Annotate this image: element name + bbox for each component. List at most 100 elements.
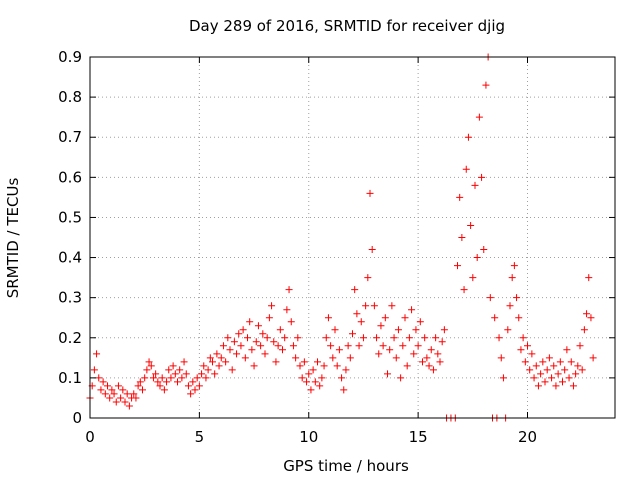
data-point bbox=[506, 302, 514, 310]
data-point bbox=[561, 366, 569, 374]
data-point bbox=[508, 274, 516, 282]
data-point bbox=[467, 221, 475, 229]
data-point bbox=[587, 314, 595, 322]
data-point bbox=[482, 81, 490, 89]
data-point bbox=[454, 262, 461, 270]
data-point bbox=[314, 358, 321, 366]
data-point bbox=[287, 318, 295, 326]
data-point bbox=[202, 374, 210, 382]
data-point bbox=[554, 370, 562, 378]
data-point bbox=[97, 386, 105, 394]
data-point bbox=[563, 346, 571, 354]
data-point bbox=[303, 378, 311, 386]
data-point bbox=[585, 274, 593, 282]
data-point bbox=[462, 165, 470, 173]
data-point bbox=[368, 246, 376, 254]
data-point bbox=[475, 113, 483, 121]
data-point bbox=[158, 374, 166, 382]
chart-title: Day 289 of 2016, SRMTID for receiver dji… bbox=[189, 17, 505, 35]
data-point bbox=[289, 342, 297, 350]
data-point bbox=[355, 342, 363, 350]
data-point bbox=[458, 234, 466, 241]
data-point bbox=[224, 334, 232, 342]
data-point bbox=[209, 358, 216, 366]
data-point bbox=[456, 193, 464, 201]
data-point bbox=[419, 358, 426, 366]
data-point bbox=[414, 342, 422, 350]
data-point bbox=[362, 302, 370, 310]
data-point bbox=[346, 354, 354, 362]
data-point bbox=[265, 314, 273, 322]
data-point bbox=[381, 314, 389, 322]
data-point bbox=[491, 314, 499, 322]
data-point bbox=[583, 310, 591, 318]
data-point bbox=[189, 378, 197, 386]
data-point bbox=[460, 286, 468, 294]
data-point bbox=[178, 374, 186, 382]
data-point bbox=[436, 358, 444, 366]
data-point bbox=[545, 354, 553, 362]
data-point bbox=[152, 370, 160, 378]
data-point bbox=[99, 378, 107, 386]
y-tick-label: 0.7 bbox=[58, 128, 82, 146]
data-point bbox=[163, 378, 171, 386]
data-point bbox=[244, 334, 251, 342]
data-points bbox=[86, 53, 597, 422]
data-point bbox=[408, 306, 416, 314]
data-point bbox=[191, 386, 199, 394]
data-point bbox=[410, 350, 418, 358]
data-point bbox=[550, 362, 558, 370]
data-point bbox=[187, 390, 195, 398]
x-tick-label: 0 bbox=[85, 428, 95, 446]
data-point bbox=[510, 262, 518, 270]
x-axis-label: GPS time / hours bbox=[283, 457, 409, 475]
data-point bbox=[211, 370, 219, 378]
data-point bbox=[307, 386, 315, 394]
data-point bbox=[543, 366, 551, 374]
data-point bbox=[237, 342, 245, 350]
data-point bbox=[370, 302, 378, 310]
data-point bbox=[359, 334, 367, 342]
data-point bbox=[377, 322, 385, 330]
data-point bbox=[309, 366, 317, 374]
data-point bbox=[93, 350, 101, 358]
data-point bbox=[136, 378, 144, 386]
data-point bbox=[473, 254, 481, 262]
data-point bbox=[486, 294, 494, 302]
data-point bbox=[438, 338, 446, 346]
data-point bbox=[180, 358, 188, 366]
data-point bbox=[145, 358, 153, 366]
data-point bbox=[556, 358, 564, 366]
data-point bbox=[578, 366, 586, 374]
data-point bbox=[125, 402, 133, 410]
data-point bbox=[519, 334, 527, 342]
data-point bbox=[300, 358, 308, 366]
data-point bbox=[379, 342, 387, 350]
data-point bbox=[495, 334, 503, 342]
data-point bbox=[171, 370, 179, 378]
data-point bbox=[353, 310, 361, 318]
data-point bbox=[270, 338, 278, 346]
data-point bbox=[423, 354, 431, 362]
data-point bbox=[241, 354, 249, 362]
y-tick-label: 0.1 bbox=[58, 369, 82, 387]
data-point bbox=[548, 374, 556, 382]
data-point bbox=[580, 326, 588, 334]
data-point bbox=[95, 374, 103, 382]
data-point bbox=[440, 326, 448, 334]
data-point bbox=[427, 346, 435, 354]
y-tick-label: 0.9 bbox=[58, 48, 82, 66]
plot-frame bbox=[89, 56, 616, 419]
data-point bbox=[432, 334, 440, 342]
data-point bbox=[504, 326, 512, 334]
data-point bbox=[281, 334, 289, 342]
data-point bbox=[154, 378, 162, 386]
data-point bbox=[327, 342, 335, 350]
data-point bbox=[222, 358, 230, 366]
data-point bbox=[226, 346, 234, 354]
data-point bbox=[219, 342, 227, 350]
y-tick-label: 0.8 bbox=[58, 88, 82, 106]
data-point bbox=[239, 326, 247, 334]
data-point bbox=[296, 362, 304, 370]
